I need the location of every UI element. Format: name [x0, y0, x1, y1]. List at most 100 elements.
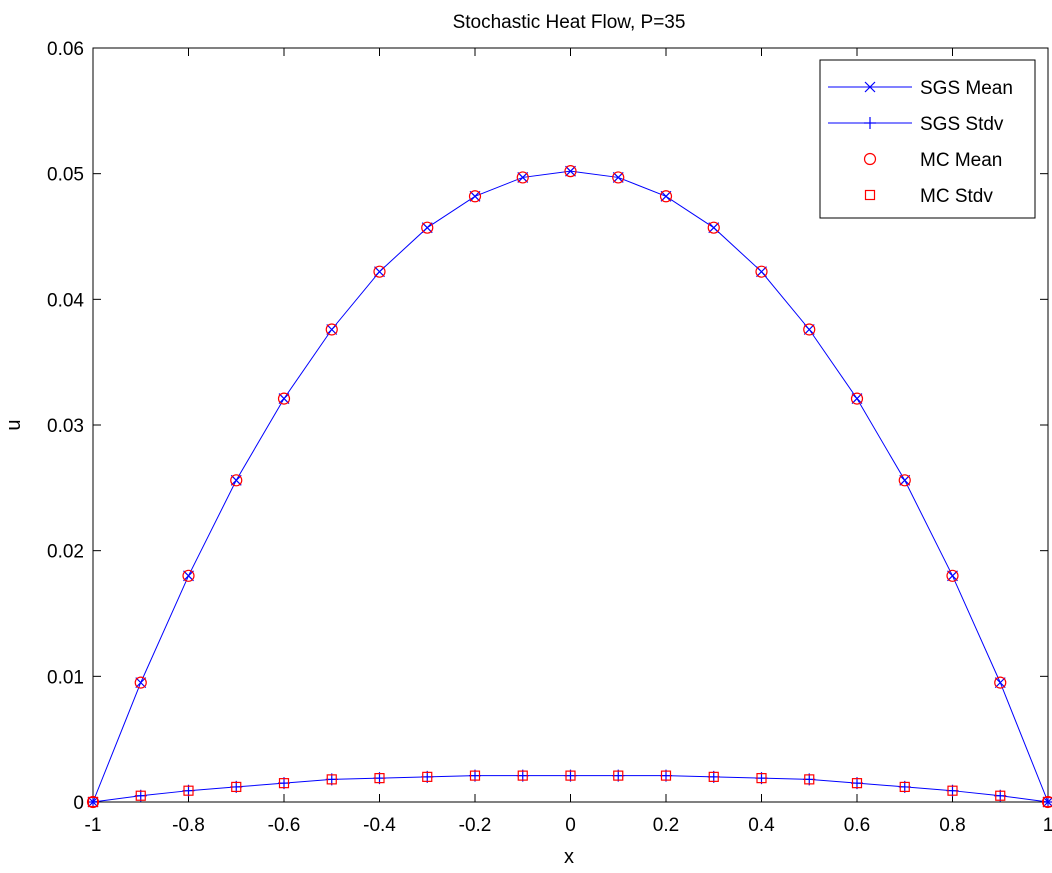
- data-point: [86, 795, 100, 809]
- legend-marker: [864, 117, 876, 129]
- x-axis-label: x: [564, 846, 574, 868]
- x-tick-label: 0: [565, 815, 576, 836]
- series-mc-mean: [86, 165, 1052, 809]
- data-point: [183, 570, 194, 582]
- data-point: [756, 773, 767, 784]
- chart-title: Stochastic Heat Flow, P=35: [453, 12, 686, 33]
- data-point: [755, 265, 768, 278]
- y-tick-label: 0.02: [47, 542, 84, 563]
- y-tick-label: 0.01: [47, 667, 84, 688]
- x-tick-label: -0.8: [172, 815, 205, 836]
- series-mc-stdv: [87, 770, 1052, 808]
- data-point: [373, 265, 386, 278]
- data-point: [612, 172, 624, 183]
- data-point: [1041, 795, 1052, 809]
- data-point: [708, 771, 719, 782]
- y-tick-label: 0.03: [47, 416, 84, 437]
- data-point: [87, 796, 99, 808]
- data-point: [231, 781, 242, 793]
- data-point: [278, 393, 290, 405]
- legend-label: SGS Stdv: [920, 114, 1004, 135]
- data-point: [660, 770, 672, 781]
- legend-marker: [863, 152, 877, 166]
- data-point: [851, 393, 863, 405]
- data-point: [422, 771, 433, 782]
- data-point: [803, 323, 816, 336]
- data-point: [135, 790, 146, 801]
- data-point: [994, 676, 1007, 689]
- data-point: [899, 781, 910, 793]
- x-tick-label: -0.2: [459, 815, 492, 836]
- x-tick-label: 1: [1043, 815, 1052, 836]
- data-point: [947, 785, 958, 796]
- data-point: [277, 392, 291, 405]
- legend-entry: MC Mean: [863, 150, 1002, 171]
- data-point: [517, 172, 529, 183]
- data-point: [898, 474, 911, 487]
- data-point: [995, 790, 1006, 801]
- legend-label: MC Mean: [920, 150, 1002, 171]
- data-point: [230, 474, 242, 486]
- data-point: [850, 392, 864, 405]
- data-point: [469, 770, 481, 781]
- data-point: [565, 770, 576, 781]
- data-point: [326, 324, 338, 335]
- data-point: [374, 266, 385, 278]
- x-tick-label: -1: [85, 815, 102, 836]
- series-layer: [86, 165, 1052, 809]
- data-point: [613, 770, 624, 781]
- data-point: [326, 774, 337, 785]
- data-point: [851, 778, 863, 789]
- y-tick-label: 0.05: [47, 165, 84, 186]
- data-point: [660, 190, 672, 202]
- data-point: [659, 190, 673, 203]
- data-point: [374, 773, 385, 784]
- data-point: [612, 171, 625, 184]
- data-point: [707, 221, 720, 234]
- data-point: [182, 569, 195, 582]
- data-point: [421, 222, 433, 234]
- y-tick-label: 0.04: [47, 290, 84, 311]
- data-point: [803, 324, 815, 335]
- data-point: [469, 190, 481, 202]
- data-point: [325, 323, 338, 336]
- y-tick-label: 0: [73, 793, 84, 814]
- data-point: [468, 190, 482, 203]
- data-point: [994, 677, 1006, 689]
- data-point: [1042, 796, 1052, 808]
- x-tick-label: 0.4: [748, 815, 775, 836]
- legend-label: MC Stdv: [920, 186, 993, 207]
- legend-label: SGS Mean: [920, 78, 1013, 99]
- data-point: [708, 222, 720, 234]
- data-point: [804, 774, 815, 785]
- legend-entry: MC Stdv: [864, 186, 993, 207]
- legend-entry: SGS Stdv: [828, 114, 1004, 135]
- axis-ticks: -1 -0.8 -0.6 -0.4 -0.2 0 0.2 0.4 0.6 0.8 1 0 0.01 0.0…: [47, 39, 1052, 836]
- legend-marker: [864, 189, 876, 201]
- legend-marker: [864, 81, 876, 93]
- x-tick-label: -0.6: [268, 815, 301, 836]
- x-tick-label: 0.6: [844, 815, 870, 836]
- data-point: [756, 266, 767, 278]
- x-tick-label: 0.8: [939, 815, 965, 836]
- x-tick-label: -0.4: [363, 815, 396, 836]
- data-point: [278, 778, 290, 789]
- data-point: [134, 676, 147, 689]
- data-point: [135, 677, 147, 689]
- x-tick-label: 0.2: [653, 815, 679, 836]
- y-axis-label: u: [3, 419, 25, 430]
- data-point: [421, 221, 434, 234]
- data-point: [947, 570, 958, 582]
- data-point: [946, 569, 959, 582]
- data-point: [564, 165, 577, 178]
- data-point: [565, 165, 576, 177]
- data-point: [516, 171, 529, 184]
- data-point: [230, 474, 243, 487]
- y-tick-label: 0.06: [47, 39, 84, 60]
- series-sgs-mean: [87, 165, 1052, 808]
- data-point: [517, 770, 528, 781]
- data-point: [899, 474, 911, 486]
- data-point: [183, 785, 194, 796]
- legend-entry: SGS Mean: [828, 78, 1013, 99]
